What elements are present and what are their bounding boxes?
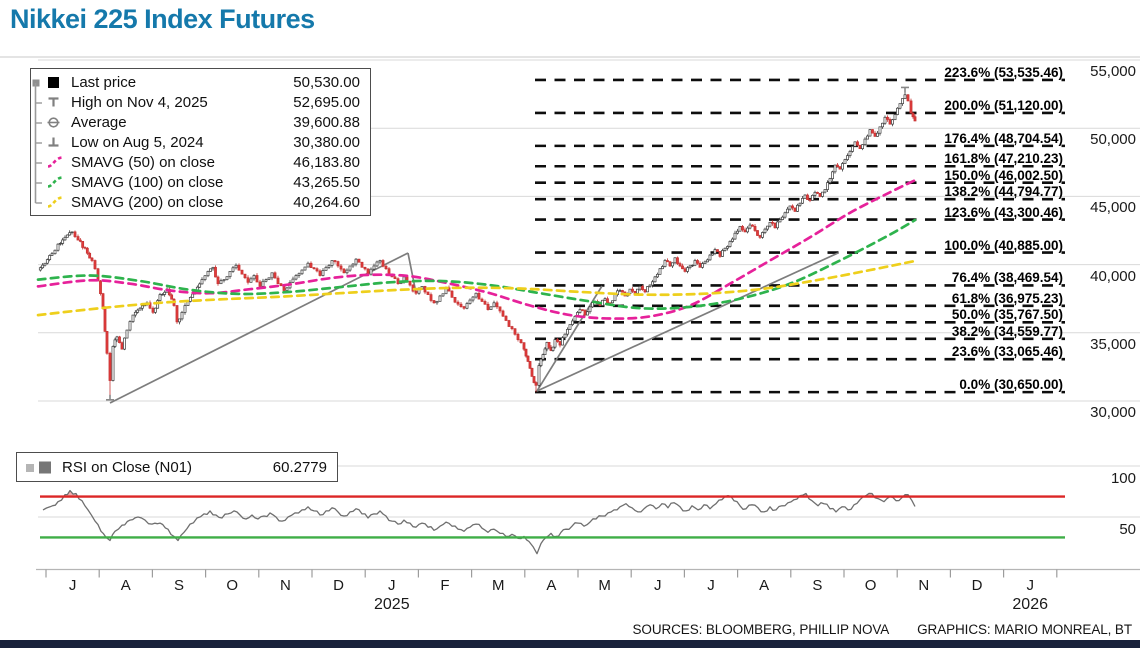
month-axis-label: A — [120, 577, 131, 594]
fib-level-label: 223.6% (53,535.46) — [944, 64, 1063, 80]
month-axis-label: J — [388, 577, 396, 594]
price-axis-tick-label: 45,000 — [1090, 199, 1136, 217]
fib-level-label: 50.0% (35,767.50) — [951, 307, 1063, 323]
sma100-icon — [47, 175, 71, 189]
month-axis-label: J — [707, 577, 715, 594]
graphics-credit: GRAPHICS: MARIO MONREAL, BT — [917, 622, 1132, 637]
legend-label: Average — [71, 113, 127, 131]
month-axis-label: S — [812, 577, 823, 594]
high-marker-icon — [47, 96, 71, 108]
footer-bar — [0, 640, 1140, 648]
legend-bracket-icon — [32, 79, 42, 204]
fib-level-label: 100.0% (40,885.00) — [944, 237, 1063, 253]
legend-row: Average 39,600.88 — [47, 112, 362, 132]
month-axis-label: M — [491, 577, 505, 594]
month-axis-label: M — [598, 577, 611, 594]
price-axis-tick-label: 40,000 — [1090, 267, 1136, 285]
month-axis-label: O — [226, 577, 239, 594]
legend-row: SMAVG (200) on close 40,264.60 — [47, 192, 362, 212]
price-legend-box: Last price 50,530.00 High on Nov 4, 2025 52… — [30, 68, 371, 216]
last-price-icon — [47, 76, 71, 89]
rsi-legend-box: RSI on Close (N01) 60.2779 — [16, 452, 338, 482]
legend-label: SMAVG (50) on close — [71, 153, 215, 171]
legend-value: 30,380.00 — [293, 133, 360, 151]
month-axis-label: D — [971, 577, 983, 594]
price-axis-tick-label: 55,000 — [1090, 63, 1136, 80]
month-axis-label: N — [918, 577, 930, 594]
year-axis-label: 2026 — [1012, 596, 1048, 613]
fib-level-label: 38.2% (34,559.77) — [951, 323, 1063, 339]
fib-level-label: 200.0% (51,120.00) — [944, 97, 1063, 113]
rsi-panel-icon — [26, 461, 51, 473]
legend-value: 43,265.50 — [293, 173, 360, 191]
legend-row: High on Nov 4, 2025 52,695.00 — [47, 92, 362, 112]
rsi-value: 60.2779 — [272, 458, 327, 476]
month-axis-label: J — [68, 577, 77, 594]
sma50-icon — [47, 155, 71, 169]
sma200-icon — [47, 195, 71, 209]
fib-level-label: 76.4% (38,469.54) — [951, 270, 1063, 286]
month-axis-label: J — [1026, 577, 1034, 594]
price-axis-tick-label: 30,000 — [1090, 404, 1136, 421]
legend-row: SMAVG (50) on close 46,183.80 — [47, 152, 362, 172]
month-axis-label: N — [279, 577, 291, 594]
month-axis-label: O — [864, 577, 877, 594]
low-marker-icon — [47, 136, 71, 148]
rsi-axis-tick-label: 100 — [1110, 469, 1136, 487]
fib-level-label: 0.0% (30,650.00) — [959, 377, 1063, 393]
fib-level-label: 123.6% (43,300.46) — [944, 204, 1063, 220]
rsi-legend-label: RSI on Close (N01) — [62, 458, 193, 476]
legend-value: 46,183.80 — [293, 153, 360, 171]
legend-row: Low on Aug 5, 2024 30,380.00 — [47, 132, 362, 152]
average-icon — [47, 116, 71, 129]
legend-label: SMAVG (100) on close — [71, 173, 224, 191]
sources-credit: SOURCES: BLOOMBERG, PHILLIP NOVA — [632, 622, 890, 637]
fib-level-label: 138.2% (44,794.77) — [944, 184, 1063, 200]
price-axis-tick-label: 50,000 — [1090, 131, 1136, 149]
legend-label: Last price — [71, 73, 137, 91]
month-axis-label: F — [440, 577, 450, 594]
legend-value: 39,600.88 — [293, 113, 360, 131]
legend-label: SMAVG (200) on close — [71, 193, 224, 211]
fib-level-label: 61.8% (36,975.23) — [951, 290, 1063, 306]
month-axis-label: A — [546, 577, 557, 594]
fib-level-label: 161.8% (47,210.23) — [944, 151, 1063, 167]
fib-level-label: 150.0% (46,002.50) — [944, 167, 1063, 183]
legend-row: Last price 50,530.00 — [47, 72, 362, 92]
month-axis-label: J — [654, 577, 662, 594]
fib-level-label: 176.4% (48,704.54) — [944, 130, 1063, 146]
legend-label: High on Nov 4, 2025 — [71, 93, 208, 111]
legend-label: Low on Aug 5, 2024 — [71, 133, 204, 151]
month-axis-label: S — [173, 577, 184, 594]
legend-row: SMAVG (100) on close 43,265.50 — [47, 172, 362, 192]
month-axis-label: A — [759, 577, 770, 594]
legend-value: 40,264.60 — [293, 193, 360, 211]
footer-credits: SOURCES: BLOOMBERG, PHILLIP NOVA GRAPHIC… — [632, 622, 1133, 637]
year-axis-label: 2025 — [374, 596, 410, 613]
rsi-axis-tick-label: 50 — [1119, 520, 1136, 538]
price-axis-tick-label: 35,000 — [1090, 335, 1136, 353]
fib-level-label: 23.6% (33,065.46) — [951, 344, 1063, 360]
page-title: Nikkei 225 Index Futures — [10, 4, 315, 34]
month-axis-label: D — [333, 577, 345, 594]
legend-value: 50,530.00 — [293, 73, 360, 91]
legend-rows: Last price 50,530.00 High on Nov 4, 2025 52… — [47, 72, 362, 212]
legend-value: 52,695.00 — [293, 93, 360, 111]
